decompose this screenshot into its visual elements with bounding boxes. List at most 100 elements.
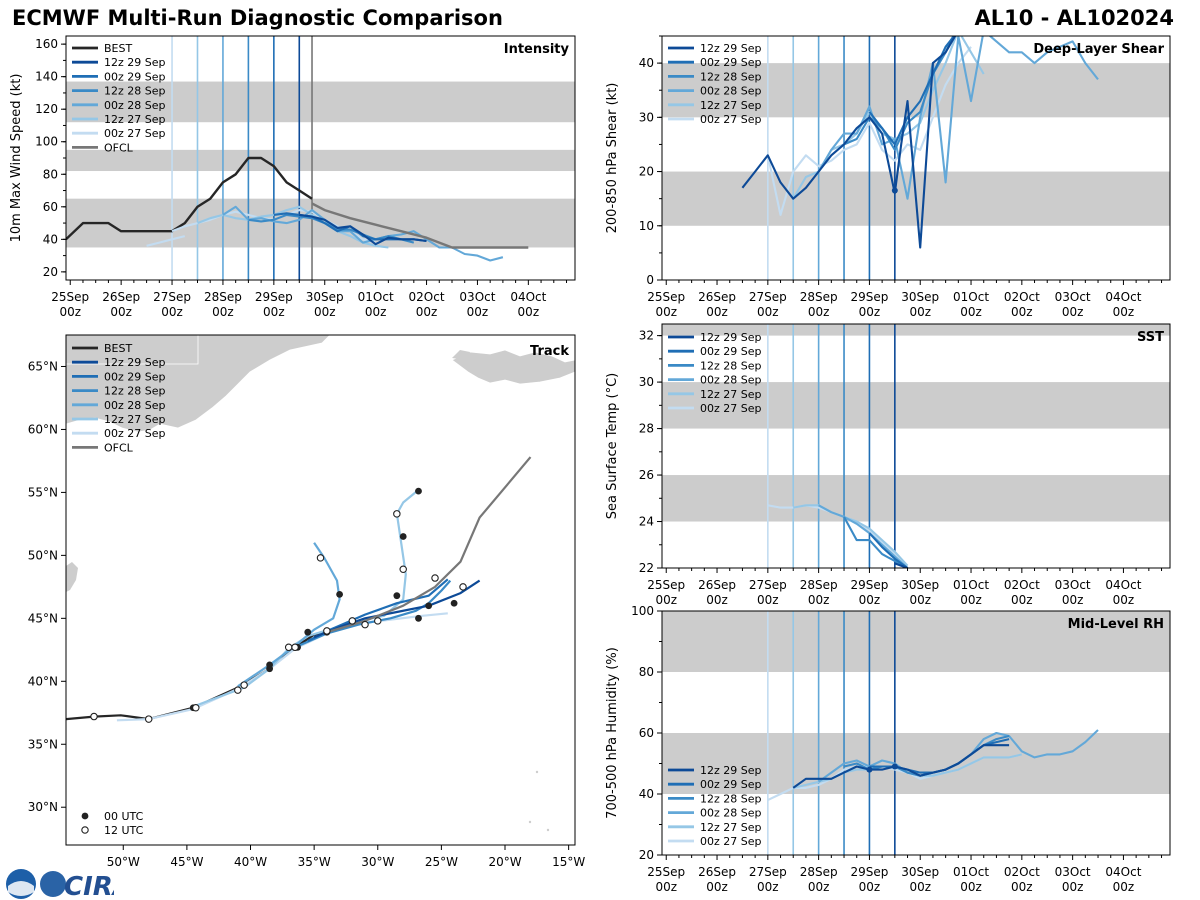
cira-globe-icon — [40, 871, 66, 897]
legend-label: 12z 27 Sep — [104, 113, 166, 126]
lon-tick-label: 20°W — [488, 855, 521, 869]
panel-title: Track — [530, 344, 569, 359]
y-tick-label: 20 — [639, 848, 654, 862]
legend-label: 12z 28 Sep — [700, 792, 762, 805]
x-tick-day: 28Sep — [800, 578, 838, 592]
series-OFCL — [311, 202, 529, 249]
y-tick-label: 40 — [639, 56, 654, 70]
marker-12utc — [348, 617, 357, 625]
legend-label: 00z 27 Sep — [700, 113, 762, 126]
x-tick-day: 04Oct — [1105, 865, 1141, 879]
x-tick-day: 25Sep — [647, 290, 685, 304]
y-tick-label: 140 — [35, 70, 58, 84]
panel-rh: 2040608010025Sep00z26Sep00z27Sep00z28Sep… — [605, 604, 1171, 894]
x-tick-day: 04Oct — [1105, 290, 1141, 304]
x-tick-day: 04Oct — [510, 290, 546, 304]
x-tick-hour: 00z — [467, 305, 489, 319]
marker-12utc — [144, 715, 153, 723]
marker-12utc — [459, 583, 467, 591]
legend-label: 12z 27 Sep — [104, 413, 166, 426]
panel-intensity: 2040608010012014016025Sep00z26Sep00z27Se… — [9, 35, 576, 319]
marker-00utc — [425, 602, 433, 610]
x-tick-day: 28Sep — [800, 290, 838, 304]
series-run_12z29 — [741, 36, 957, 249]
island — [546, 828, 550, 832]
lat-tick-label: 30°N — [28, 800, 58, 814]
x-tick-day: 29Sep — [255, 290, 293, 304]
y-tick-label: 40 — [43, 232, 58, 246]
x-tick-day: 02Oct — [409, 290, 445, 304]
y-tick-label: 80 — [43, 167, 58, 181]
marker-12utc — [399, 565, 407, 573]
iceland-landmass — [452, 350, 470, 360]
marker-12utc — [291, 643, 299, 652]
x-tick-hour: 00z — [110, 305, 132, 319]
y-axis-label: 700-500 hPa Humidity (%) — [605, 647, 620, 819]
marker-12utc — [284, 643, 293, 652]
x-tick-hour: 00z — [909, 880, 931, 894]
x-tick-hour: 00z — [859, 880, 881, 894]
marker-00utc — [399, 533, 407, 540]
x-tick-hour: 00z — [808, 305, 830, 319]
y-tick-label: 160 — [35, 37, 58, 51]
legend-label: 00z 28 Sep — [700, 374, 762, 387]
legend-marker-12 — [81, 826, 89, 834]
legend-label: 00z 27 Sep — [104, 127, 166, 140]
marker-12utc — [316, 554, 325, 562]
x-tick-hour: 00z — [1062, 880, 1084, 894]
lat-tick-label: 55°N — [28, 485, 58, 499]
lat-tick-label: 65°N — [28, 359, 58, 373]
x-tick-hour: 00z — [161, 305, 183, 319]
y-tick-label: 26 — [639, 468, 654, 482]
legend-label: 00z 28 Sep — [700, 807, 762, 820]
marker-12utc — [234, 686, 242, 694]
marker-00utc — [415, 614, 422, 622]
shaded-band — [66, 198, 575, 248]
panel-title: Mid-Level RH — [1068, 617, 1164, 632]
x-tick-hour: 00z — [909, 305, 931, 319]
y-axis-label: 10m Max Wind Speed (kt) — [9, 74, 24, 243]
x-tick-hour: 00z — [859, 593, 881, 607]
legend-label: 12z 29 Sep — [700, 764, 762, 777]
marker-12utc — [374, 617, 382, 625]
newfoundland-landmass — [66, 562, 78, 592]
legend-label: 00z 28 Sep — [700, 85, 762, 98]
marker-12utc — [323, 627, 331, 635]
x-tick-hour: 00z — [1062, 305, 1084, 319]
x-tick-day: 03Oct — [459, 290, 495, 304]
x-tick-day: 27Sep — [749, 290, 787, 304]
x-tick-day: 03Oct — [1055, 578, 1091, 592]
y-tick-label: 100 — [631, 604, 654, 618]
lon-tick-label: 25°W — [425, 855, 458, 869]
series-run_12z29 — [299, 213, 427, 246]
legend-label: 00z 29 Sep — [700, 56, 762, 69]
lon-tick-label: 35°W — [298, 855, 331, 869]
x-tick-hour: 00z — [706, 305, 728, 319]
axes-frame — [661, 35, 1171, 281]
x-tick-hour: 00z — [706, 593, 728, 607]
x-tick-hour: 00z — [263, 305, 285, 319]
x-tick-day: 27Sep — [153, 290, 191, 304]
storm-id: AL10 - AL102024 — [974, 6, 1175, 30]
legend-label: 12z 28 Sep — [700, 359, 762, 372]
panel-track: 50°W 45°W 40°W 35°W 30°W 25°W 20°W 15°W 30°N 35°N… — [28, 334, 585, 869]
cira-wordmark: CIRA — [64, 872, 114, 900]
x-tick-day: 04Oct — [1105, 578, 1141, 592]
lat-tick-label: 45°N — [28, 611, 58, 625]
x-tick-day: 29Sep — [850, 865, 888, 879]
legend-label: OFCL — [104, 441, 134, 454]
lon-tick-label: 15°W — [552, 855, 585, 869]
y-tick-label: 100 — [35, 135, 58, 149]
map-border — [66, 335, 199, 365]
lat-tick-label: 35°N — [28, 737, 58, 751]
x-tick-hour: 00z — [960, 880, 982, 894]
x-tick-hour: 00z — [518, 305, 540, 319]
x-tick-day: 30Sep — [306, 290, 344, 304]
legend-label: 12z 27 Sep — [700, 99, 762, 112]
x-tick-day: 26Sep — [698, 865, 736, 879]
x-tick-hour: 00z — [859, 305, 881, 319]
legend-label: 12z 28 Sep — [104, 385, 166, 398]
lat-tick-label: 50°N — [28, 548, 58, 562]
